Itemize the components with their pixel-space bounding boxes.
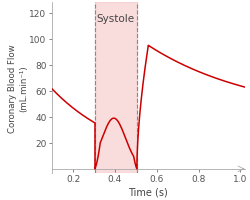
Text: Systole: Systole [96,14,134,24]
X-axis label: Time (s): Time (s) [128,186,168,196]
Bar [94,3,136,173]
Y-axis label: Coronary Blood Flow
(mL.min⁻¹): Coronary Blood Flow (mL.min⁻¹) [8,44,28,132]
